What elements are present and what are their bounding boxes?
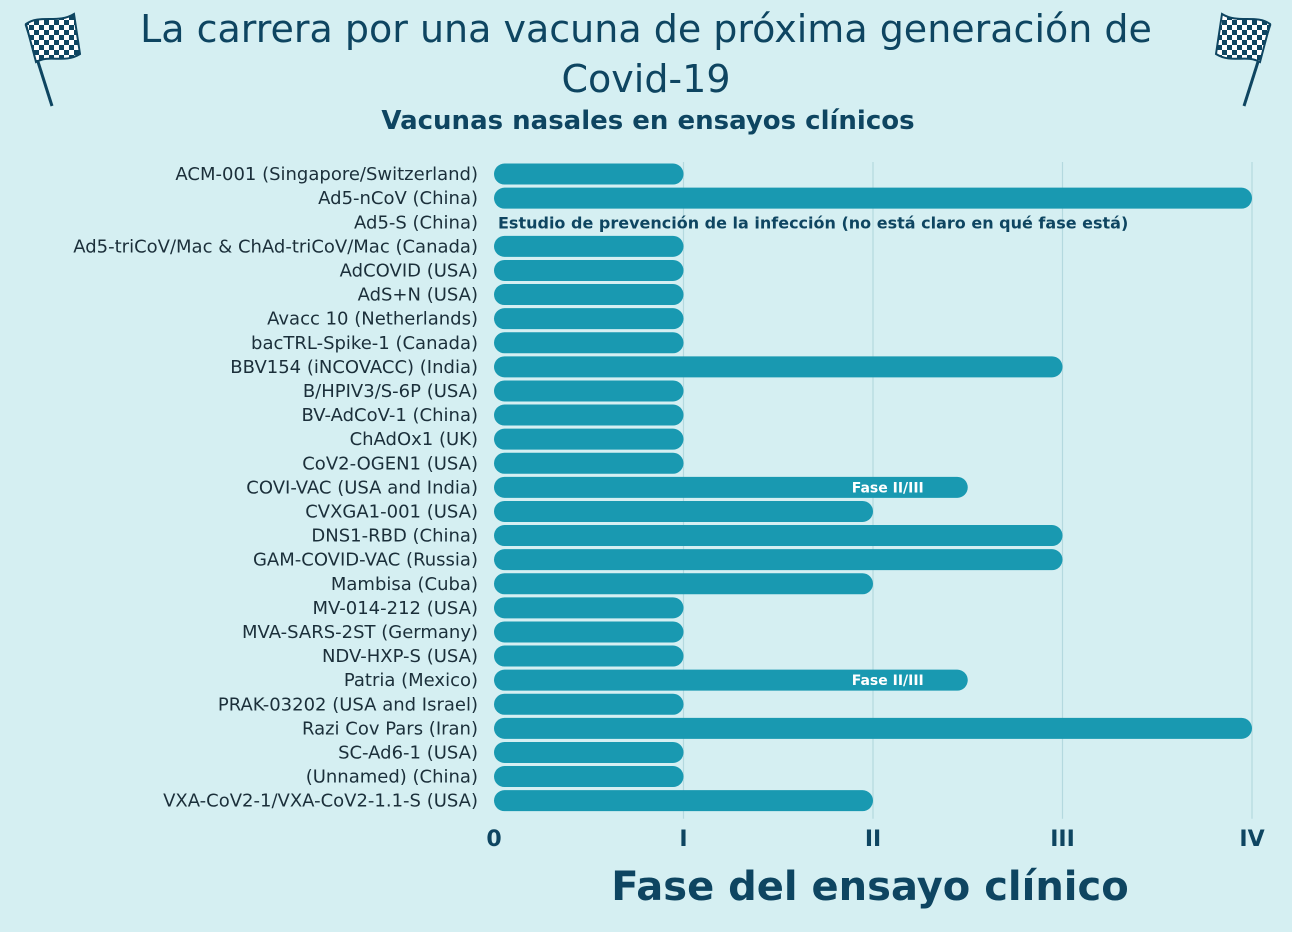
checkered-flag-icon xyxy=(1214,12,1272,107)
category-label: BV-AdCoV-1 (China) xyxy=(301,405,478,426)
category-label: BBV154 (iNCOVACC) (India) xyxy=(230,357,478,378)
page-title: La carrera por una vacuna de próxima gen… xyxy=(140,7,1152,101)
x-tick-label: II xyxy=(865,827,881,852)
bar xyxy=(494,235,684,257)
category-label: MV-014-212 (USA) xyxy=(312,598,478,619)
bar xyxy=(494,549,1063,571)
bar xyxy=(494,766,684,788)
bar xyxy=(494,717,1252,739)
bar xyxy=(494,741,684,763)
category-label: AdCOVID (USA) xyxy=(340,260,478,281)
bar xyxy=(494,380,684,402)
bar xyxy=(494,621,684,643)
bar xyxy=(494,308,684,330)
x-axis-title: Fase del ensayo clínico xyxy=(611,864,1129,910)
category-label: bacTRL-Spike-1 (Canada) xyxy=(251,333,478,354)
category-label: Mambisa (Cuba) xyxy=(331,574,478,595)
category-label: Razi Cov Pars (Iran) xyxy=(302,718,478,739)
category-label: Ad5-triCoV/Mac & ChAd-triCoV/Mac (Canada… xyxy=(73,236,478,257)
bar xyxy=(494,332,684,354)
category-label: SC-Ad6-1 (USA) xyxy=(338,742,478,763)
category-label: Ad5-S (China) xyxy=(354,212,478,233)
category-label: COVI-VAC (USA and India) xyxy=(246,477,478,498)
category-label: B/HPIV3/S-6P (USA) xyxy=(303,381,478,402)
bar xyxy=(494,500,873,522)
bar-annotation: Estudio de prevención de la infección (n… xyxy=(498,213,1128,232)
checkered-flag-icon xyxy=(24,12,82,107)
x-tick-label: III xyxy=(1050,827,1075,852)
bar xyxy=(494,693,684,715)
x-tick-label: 0 xyxy=(486,827,501,852)
category-label: CoV2-OGEN1 (USA) xyxy=(302,453,478,474)
category-label: MVA-SARS-2ST (Germany) xyxy=(242,622,478,643)
category-label: ChAdOx1 (UK) xyxy=(350,429,478,450)
bar xyxy=(494,597,684,619)
category-label: Avacc 10 (Netherlands) xyxy=(267,309,478,330)
bar xyxy=(494,356,1063,378)
bar xyxy=(494,525,1063,547)
bar xyxy=(494,790,873,812)
category-label: Ad5-nCoV (China) xyxy=(318,188,478,209)
bar xyxy=(494,428,684,450)
bar xyxy=(494,573,873,595)
bar xyxy=(494,452,684,474)
category-label: (Unnamed) (China) xyxy=(306,767,478,788)
bar-annotation: Fase II/III xyxy=(852,480,924,496)
category-label: GAM-COVID-VAC (Russia) xyxy=(253,550,478,571)
category-label: NDV-HXP-S (USA) xyxy=(322,646,478,667)
bar xyxy=(494,284,684,306)
category-label: CVXGA1-001 (USA) xyxy=(305,501,478,522)
bar-annotation: Fase II/III xyxy=(852,673,924,689)
category-label: DNS1-RBD (China) xyxy=(311,526,478,547)
bar xyxy=(494,404,684,426)
bar xyxy=(494,259,684,281)
bar xyxy=(494,669,968,691)
category-label: Patria (Mexico) xyxy=(344,670,478,691)
category-label: PRAK-03202 (USA and Israel) xyxy=(218,694,478,715)
category-label: ACM-001 (Singapore/Switzerland) xyxy=(175,164,478,185)
bar xyxy=(494,187,1252,209)
chart-subtitle: Vacunas nasales en ensayos clínicos xyxy=(381,106,915,136)
bar xyxy=(494,645,684,667)
category-label: AdS+N (USA) xyxy=(358,285,478,306)
x-tick-label: IV xyxy=(1239,827,1264,852)
category-label: VXA-CoV2-1/VXA-CoV2-1.1-S (USA) xyxy=(163,791,478,812)
bar xyxy=(494,476,968,498)
bar xyxy=(494,163,684,185)
x-tick-label: I xyxy=(679,827,687,852)
